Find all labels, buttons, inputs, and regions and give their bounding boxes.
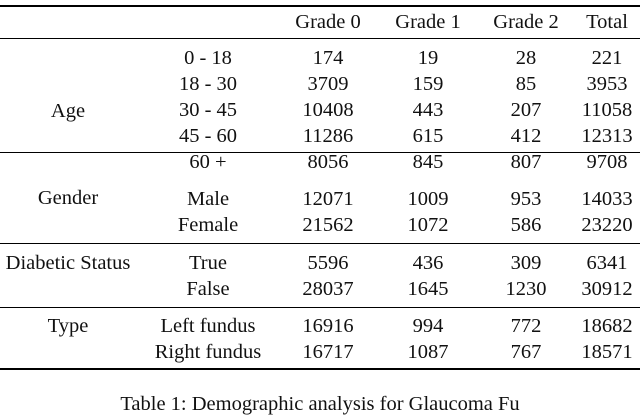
cell-grade-0: 3709 [307, 73, 349, 95]
age-group-rule [0, 152, 640, 153]
cell-grade-1: 1645 [407, 278, 449, 300]
row-label: Right fundus [154, 341, 262, 363]
table-bottom-rule [0, 368, 640, 370]
cell-grade-1: 1072 [407, 214, 449, 236]
cell-grade-1: 1009 [407, 188, 449, 210]
cell-grade-0: 21562 [302, 214, 354, 236]
cell-grade-2: 953 [510, 188, 542, 210]
row-label: Left fundus [160, 315, 256, 337]
group-label-diabetic-status: Diabetic Status [5, 252, 131, 274]
cell-grade-1: 443 [412, 99, 444, 121]
cell-grade-1: 19 [417, 47, 439, 69]
cell-total: 6341 [586, 252, 628, 274]
table-top-rule [0, 5, 640, 7]
group-label-gender: Gender [37, 187, 99, 209]
diabetic-group-rule [0, 307, 640, 308]
row-label: 45 - 60 [178, 125, 238, 147]
header-rule [0, 38, 640, 39]
header-total: Total [586, 11, 628, 33]
cell-grade-0: 16916 [302, 315, 354, 337]
cell-total: 11058 [581, 99, 633, 121]
row-label: 18 - 30 [178, 73, 238, 95]
cell-grade-2: 309 [510, 252, 542, 274]
cell-total: 18571 [581, 341, 633, 363]
cell-grade-0: 16717 [302, 341, 354, 363]
cell-grade-0: 10408 [302, 99, 354, 121]
row-label: 60 + [189, 151, 227, 173]
cell-total: 12313 [581, 125, 633, 147]
cell-total: 3953 [586, 73, 628, 95]
cell-total: 221 [591, 47, 623, 69]
cell-total: 9708 [586, 151, 628, 173]
cell-grade-2: 28 [515, 47, 537, 69]
cell-grade-1: 159 [412, 73, 444, 95]
group-label-type: Type [47, 315, 89, 337]
cell-grade-1: 1087 [407, 341, 449, 363]
row-label: Male [186, 188, 230, 210]
cell-grade-2: 207 [510, 99, 542, 121]
cell-grade-0: 8056 [307, 151, 349, 173]
cell-grade-1: 615 [412, 125, 444, 147]
cell-grade-2: 807 [510, 151, 542, 173]
row-label: 30 - 45 [178, 99, 238, 121]
header-grade-2: Grade 2 [493, 11, 559, 33]
gender-group-rule [0, 243, 640, 244]
cell-grade-2: 85 [515, 73, 537, 95]
cell-grade-2: 412 [510, 125, 542, 147]
cell-grade-0: 5596 [307, 252, 349, 274]
row-label: 0 - 18 [184, 47, 232, 69]
row-label: True [189, 252, 227, 274]
cell-grade-2: 586 [510, 214, 542, 236]
cell-total: 18682 [581, 315, 633, 337]
cell-grade-1: 845 [412, 151, 444, 173]
cell-grade-2: 772 [510, 315, 542, 337]
group-label-age: Age [50, 100, 86, 122]
cell-total: 14033 [581, 188, 633, 210]
row-label: Female [177, 214, 239, 236]
row-label: False [186, 278, 230, 300]
cell-grade-2: 1230 [505, 278, 547, 300]
table-caption: Table 1: Demographic analysis for Glauco… [120, 393, 520, 415]
header-grade-1: Grade 1 [395, 11, 461, 33]
cell-grade-1: 994 [412, 315, 444, 337]
cell-grade-1: 436 [412, 252, 444, 274]
header-grade-0: Grade 0 [295, 11, 361, 33]
cell-grade-0: 11286 [302, 125, 354, 147]
cell-total: 23220 [581, 214, 633, 236]
cell-grade-2: 767 [510, 341, 542, 363]
cell-grade-0: 12071 [302, 188, 354, 210]
cell-total: 30912 [581, 278, 633, 300]
cell-grade-0: 28037 [302, 278, 354, 300]
cell-grade-0: 174 [312, 47, 344, 69]
